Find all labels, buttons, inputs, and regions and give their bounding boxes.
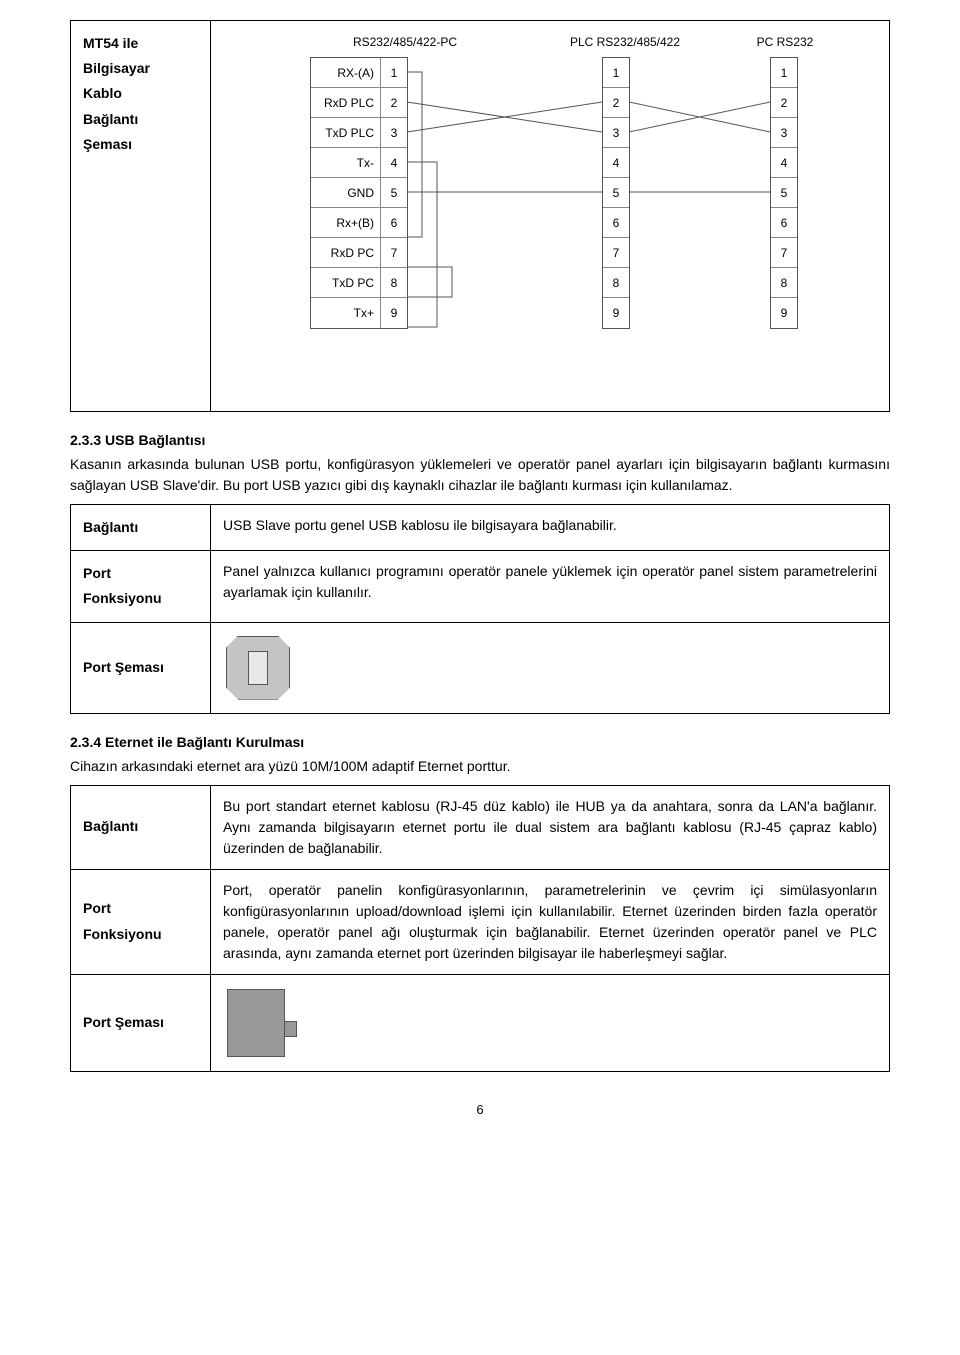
usb-port-text: Panel yalnızca kullanıcı programını oper… xyxy=(211,551,890,622)
t1-line5: Şeması xyxy=(83,132,198,157)
table1-left-cell: MT54 ile Bilgisayar Kablo Bağlantı Şemas… xyxy=(71,21,211,412)
usb-section-heading: 2.3.3 USB Bağlantısı xyxy=(70,432,890,448)
eth-sema-label: Port Şeması xyxy=(71,974,211,1071)
eth-port-body: Port, operatör panelin konfigürasyonları… xyxy=(223,880,877,964)
usb-port-body: Panel yalnızca kullanıcı programını oper… xyxy=(223,561,877,603)
eth-table: Bağlantı Bu port standart eternet kablos… xyxy=(70,785,890,1072)
eth-baglanti-body: Bu port standart eternet kablosu (RJ-45 … xyxy=(223,796,877,859)
t1-line1: MT54 ile xyxy=(83,31,198,56)
usb-baglanti-label: Bağlantı xyxy=(71,505,211,551)
eth-port-l1: Port xyxy=(83,896,198,921)
eth-section-intro: Cihazın arkasındaki eternet ara yüzü 10M… xyxy=(70,756,890,777)
usb-table: Bağlantı USB Slave portu genel USB kablo… xyxy=(70,504,890,714)
eth-baglanti-label: Bağlantı xyxy=(71,785,211,869)
wiring-diagram-cell: RS232/485/422-PC PLC RS232/485/422 PC RS… xyxy=(211,21,890,412)
t1-line3: Kablo xyxy=(83,81,198,106)
wire-lines xyxy=(240,31,860,401)
usb-port-label: Port Fonksiyonu xyxy=(71,551,211,622)
eth-section-heading: 2.3.4 Eternet ile Bağlantı Kurulması xyxy=(70,734,890,750)
eth-baglanti-text: Bu port standart eternet kablosu (RJ-45 … xyxy=(211,785,890,869)
usb-baglanti-body: USB Slave portu genel USB kablosu ile bi… xyxy=(223,515,877,536)
page-number: 6 xyxy=(70,1102,890,1117)
eth-port-l2: Fonksiyonu xyxy=(83,922,198,947)
t1-line2: Bilgisayar xyxy=(83,56,198,81)
ethernet-port-icon xyxy=(223,985,299,1061)
usb-section-intro: Kasanın arkasında bulunan USB portu, kon… xyxy=(70,454,890,496)
t1-line4: Bağlantı xyxy=(83,107,198,132)
usb-baglanti-text: USB Slave portu genel USB kablosu ile bi… xyxy=(211,505,890,551)
wiring-table: MT54 ile Bilgisayar Kablo Bağlantı Şemas… xyxy=(70,20,890,412)
usb-sema-cell xyxy=(211,622,890,713)
eth-sema-cell xyxy=(211,974,890,1071)
usb-port-l2: Fonksiyonu xyxy=(83,586,198,611)
usb-port-icon xyxy=(223,633,293,703)
eth-port-label: Port Fonksiyonu xyxy=(71,869,211,974)
usb-port-l1: Port xyxy=(83,561,198,586)
wiring-diagram: RS232/485/422-PC PLC RS232/485/422 PC RS… xyxy=(240,31,860,401)
usb-sema-label: Port Şeması xyxy=(71,622,211,713)
eth-port-text: Port, operatör panelin konfigürasyonları… xyxy=(211,869,890,974)
